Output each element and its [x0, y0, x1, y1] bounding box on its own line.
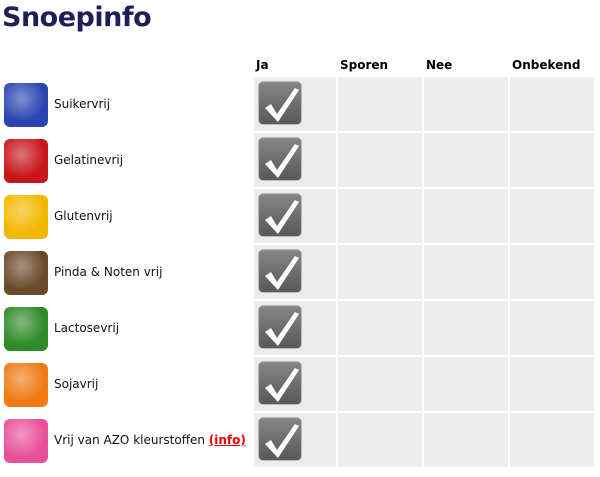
page-title: Snoepinfo — [2, 2, 152, 33]
cell-ja — [254, 245, 336, 299]
table-row: Sojavrij — [0, 357, 600, 413]
table-row: Lactosevrij — [0, 301, 600, 357]
cell-ja — [254, 301, 336, 355]
cell-ja — [254, 357, 336, 411]
cell-nee — [424, 413, 508, 467]
table-row: Gelatinevrij — [0, 133, 600, 189]
row-label: Gelatinevrij — [54, 153, 123, 167]
row-label: Vrij van AZO kleurstoffen (info) — [54, 433, 246, 447]
sugar-cubes-icon — [4, 83, 48, 127]
cell-ja — [254, 189, 336, 243]
row-label: Glutenvrij — [54, 209, 113, 223]
label-text: Sojavrij — [54, 377, 99, 391]
cell-nee — [424, 77, 508, 131]
cell-onbekend — [510, 413, 594, 467]
checkmark-icon — [258, 361, 302, 405]
cow-icon — [4, 307, 48, 351]
row-label: Sojavrij — [54, 377, 98, 391]
table-row: Pinda & Noten vrij — [0, 245, 600, 301]
label-text: Vrij van AZO kleurstoffen — [54, 433, 205, 447]
cell-sporen — [338, 133, 422, 187]
label-text: Gelatinevrij — [54, 153, 124, 167]
cell-nee — [424, 357, 508, 411]
row-label: Pinda & Noten vrij — [54, 265, 162, 279]
table-row: Glutenvrij — [0, 189, 600, 245]
cell-onbekend — [510, 301, 594, 355]
peanut-icon — [4, 251, 48, 295]
wheat-icon — [4, 195, 48, 239]
soybean-icon — [4, 363, 48, 407]
label-text: Lactosevrij — [54, 321, 120, 335]
checkmark-icon — [258, 193, 302, 237]
row-label: Suikervrij — [54, 97, 110, 111]
table-row: Suikervrij — [0, 77, 600, 133]
checkmark-icon — [258, 137, 302, 181]
column-header-ja: Ja — [256, 58, 269, 72]
cell-sporen — [338, 77, 422, 131]
jelly-icon — [4, 139, 48, 183]
info-link[interactable]: (info) — [208, 433, 246, 447]
checkmark-icon — [258, 249, 302, 293]
table-row: Vrij van AZO kleurstoffen (info) — [0, 413, 600, 469]
cell-ja — [254, 133, 336, 187]
cell-sporen — [338, 357, 422, 411]
column-header-sporen: Sporen — [340, 58, 389, 72]
cell-sporen — [338, 245, 422, 299]
row-label: Lactosevrij — [54, 321, 119, 335]
checkmark-icon — [258, 81, 302, 125]
cell-nee — [424, 133, 508, 187]
cell-ja — [254, 77, 336, 131]
label-text: Pinda & Noten vrij — [54, 265, 163, 279]
column-header-nee: Nee — [426, 58, 453, 72]
checkmark-icon — [258, 305, 302, 349]
cell-onbekend — [510, 133, 594, 187]
cell-sporen — [338, 189, 422, 243]
cell-nee — [424, 301, 508, 355]
cell-nee — [424, 245, 508, 299]
cell-ja — [254, 413, 336, 467]
cell-sporen — [338, 413, 422, 467]
cell-sporen — [338, 301, 422, 355]
flask-icon — [4, 419, 48, 463]
cell-onbekend — [510, 245, 594, 299]
cell-onbekend — [510, 77, 594, 131]
checkmark-icon — [258, 417, 302, 461]
label-text: Glutenvrij — [54, 209, 113, 223]
cell-onbekend — [510, 189, 594, 243]
label-text: Suikervrij — [54, 97, 111, 111]
column-header-onbekend: Onbekend — [512, 58, 581, 72]
cell-onbekend — [510, 357, 594, 411]
cell-nee — [424, 189, 508, 243]
